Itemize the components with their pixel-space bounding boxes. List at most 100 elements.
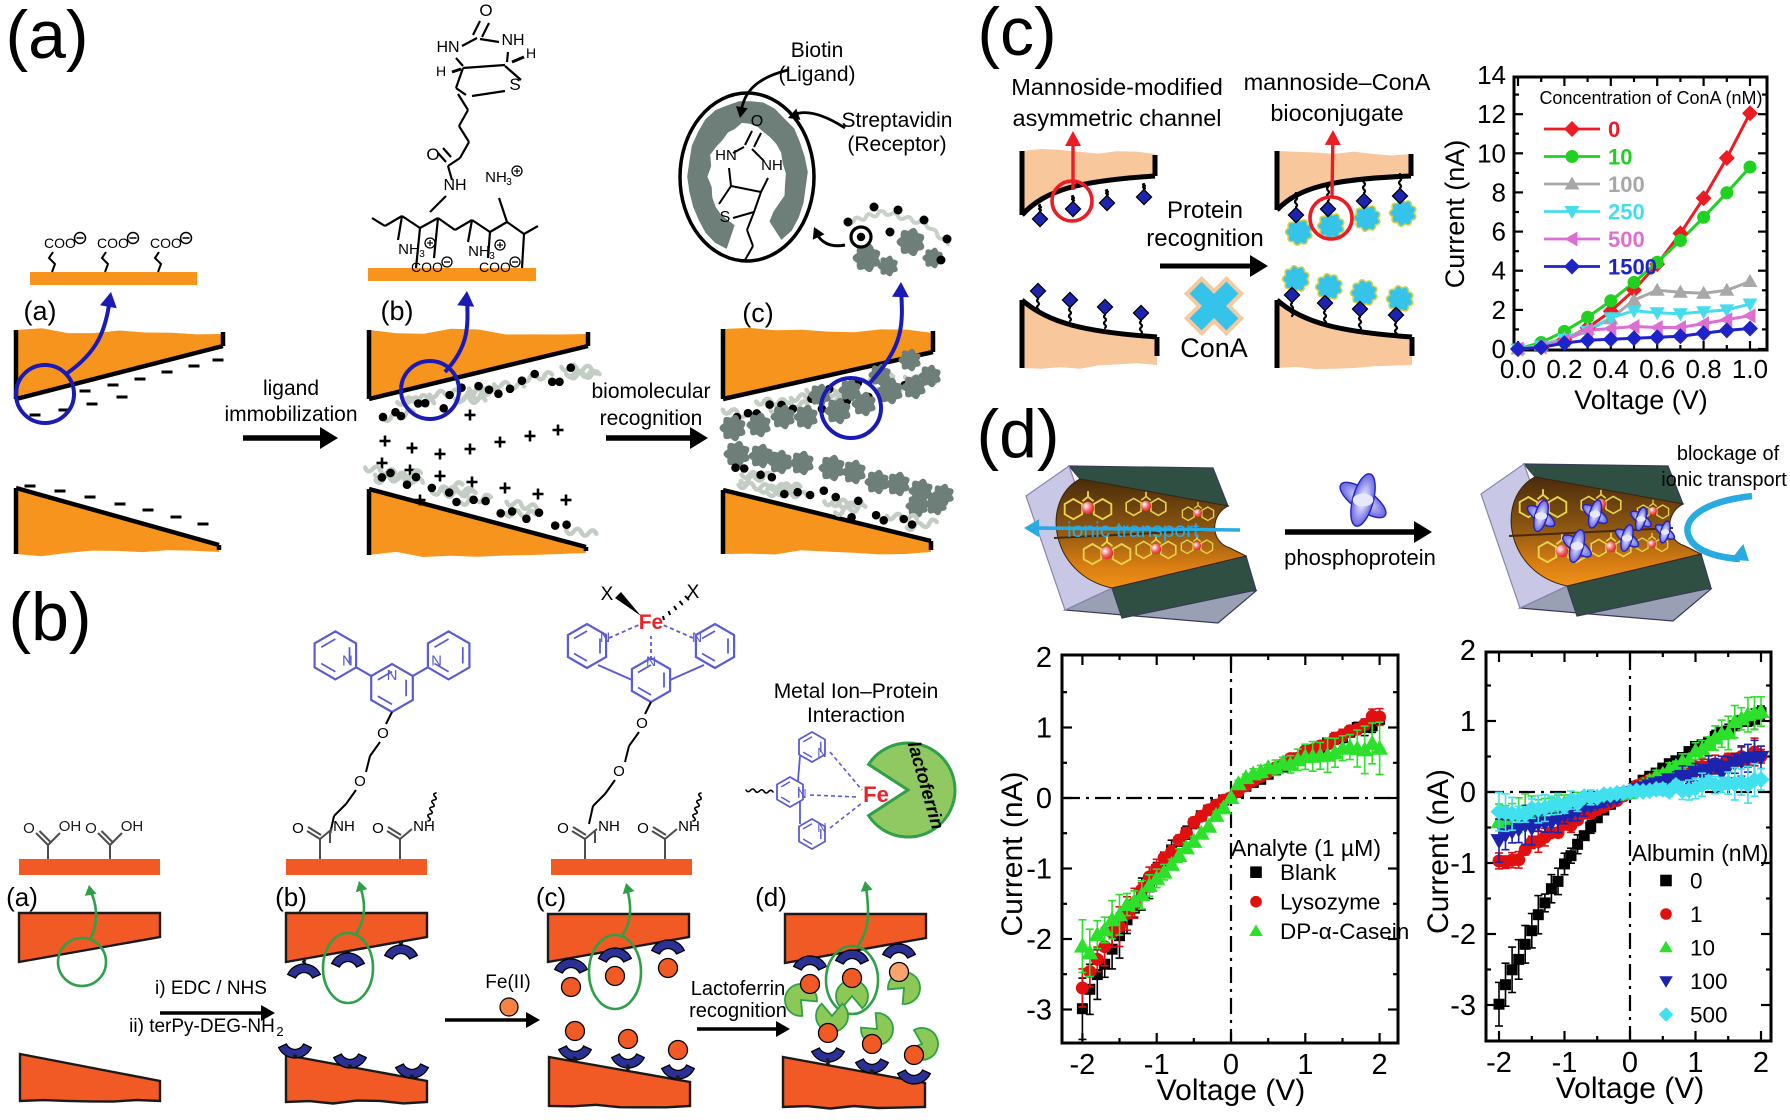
- svg-text:Interaction: Interaction: [807, 704, 905, 727]
- svg-text:4: 4: [1492, 256, 1506, 286]
- svg-text:2: 2: [1372, 1049, 1388, 1081]
- svg-text:N: N: [817, 745, 826, 760]
- svg-text:(d): (d): [976, 396, 1059, 472]
- svg-text:0: 0: [1223, 1049, 1239, 1081]
- svg-text:2: 2: [1753, 1047, 1769, 1079]
- svg-text:500: 500: [1608, 227, 1645, 252]
- svg-text:-2: -2: [1070, 1049, 1096, 1081]
- svg-text:Current (nA): Current (nA): [1440, 140, 1470, 289]
- svg-text:O: O: [479, 1, 492, 20]
- svg-text:(c): (c): [742, 298, 773, 328]
- svg-text:X: X: [687, 582, 700, 603]
- svg-text:O: O: [426, 145, 439, 164]
- svg-text:(b): (b): [381, 296, 414, 326]
- svg-text:Biotin: Biotin: [791, 39, 844, 62]
- svg-text:Fe(II): Fe(II): [485, 972, 530, 993]
- svg-text:O: O: [23, 820, 35, 837]
- svg-text:Mannoside-modified: Mannoside-modified: [1011, 74, 1223, 100]
- svg-text:mannoside–ConA: mannoside–ConA: [1244, 69, 1431, 95]
- svg-text:N: N: [646, 653, 656, 669]
- svg-text:1.0: 1.0: [1732, 354, 1768, 384]
- svg-text:NH: NH: [761, 157, 783, 174]
- svg-text:NH: NH: [485, 169, 507, 186]
- svg-text:Analyte (1 µM): Analyte (1 µM): [1231, 835, 1381, 861]
- svg-text:ConA: ConA: [1180, 333, 1248, 363]
- svg-text:O: O: [377, 725, 389, 742]
- svg-text:ionic transport: ionic transport: [1067, 519, 1199, 542]
- svg-text:Voltage (V): Voltage (V): [1556, 1072, 1704, 1105]
- svg-text:biomolecular: biomolecular: [591, 380, 710, 403]
- svg-text:3: 3: [506, 177, 512, 188]
- svg-text:H: H: [526, 45, 536, 61]
- svg-text:N: N: [342, 652, 353, 669]
- svg-text:2: 2: [1036, 642, 1052, 674]
- svg-text:0.8: 0.8: [1686, 354, 1722, 384]
- svg-text:blockage of: blockage of: [1677, 443, 1780, 465]
- svg-text:Lysozyme: Lysozyme: [1280, 890, 1380, 915]
- svg-text:-1: -1: [1450, 848, 1476, 880]
- svg-text:(Receptor): (Receptor): [847, 133, 946, 156]
- svg-text:O: O: [292, 820, 304, 837]
- svg-text:N: N: [797, 786, 806, 801]
- svg-text:1: 1: [1297, 1049, 1313, 1081]
- svg-text:1: 1: [1460, 706, 1476, 738]
- svg-text:Voltage (V): Voltage (V): [1574, 385, 1708, 415]
- svg-text:10: 10: [1477, 138, 1506, 168]
- svg-text:O: O: [636, 715, 648, 732]
- svg-text:NH: NH: [468, 243, 490, 260]
- svg-text:NH: NH: [501, 32, 524, 49]
- svg-text:COO: COO: [44, 235, 76, 251]
- svg-text:0: 0: [1460, 777, 1476, 809]
- svg-text:(c): (c): [977, 0, 1056, 70]
- svg-text:COO: COO: [97, 235, 129, 251]
- svg-text:Fe: Fe: [863, 782, 889, 807]
- svg-text:O: O: [354, 773, 366, 790]
- svg-text:3: 3: [419, 249, 425, 260]
- svg-text:(a): (a): [5, 0, 88, 73]
- svg-text:S: S: [509, 75, 520, 94]
- svg-text:NH: NH: [333, 818, 355, 835]
- svg-text:O: O: [557, 820, 569, 837]
- svg-text:ionic transport: ionic transport: [1661, 469, 1787, 491]
- svg-text:14: 14: [1477, 60, 1506, 90]
- svg-text:(d): (d): [755, 882, 787, 912]
- svg-text:1: 1: [1690, 902, 1703, 927]
- svg-text:asymmetric channel: asymmetric channel: [1013, 105, 1222, 131]
- svg-text:10: 10: [1690, 936, 1715, 961]
- svg-text:10: 10: [1608, 145, 1632, 170]
- svg-text:NH: NH: [398, 241, 420, 258]
- svg-text:-1: -1: [1144, 1049, 1170, 1081]
- svg-text:0: 0: [1690, 869, 1703, 894]
- svg-text:250: 250: [1608, 200, 1645, 225]
- svg-text:0.4: 0.4: [1593, 354, 1629, 384]
- svg-text:Fe: Fe: [639, 611, 664, 634]
- svg-text:Lactoferrin: Lactoferrin: [691, 978, 786, 1000]
- svg-text:ligand: ligand: [263, 377, 319, 400]
- svg-text:12: 12: [1477, 99, 1506, 129]
- svg-text:0: 0: [1608, 117, 1620, 142]
- svg-text:3: 3: [489, 251, 495, 262]
- svg-text:8: 8: [1492, 177, 1506, 207]
- svg-text:2: 2: [1460, 635, 1476, 667]
- svg-text:1500: 1500: [1608, 255, 1657, 280]
- svg-text:Voltage (V): Voltage (V): [1157, 1074, 1305, 1107]
- svg-text:(a): (a): [24, 296, 57, 326]
- svg-text:O: O: [372, 820, 384, 837]
- svg-text:Current (nA): Current (nA): [996, 771, 1029, 936]
- svg-text:0.6: 0.6: [1639, 354, 1675, 384]
- svg-text:NH: NH: [678, 818, 700, 835]
- svg-text:-1: -1: [1026, 854, 1052, 886]
- svg-text:O: O: [85, 820, 97, 837]
- svg-text:Protein: Protein: [1167, 197, 1243, 224]
- svg-text:NH: NH: [443, 177, 466, 194]
- svg-text:Blank: Blank: [1280, 860, 1337, 885]
- svg-text:(a): (a): [6, 882, 38, 912]
- svg-text:N: N: [817, 820, 826, 835]
- svg-text:(Ligand): (Ligand): [778, 63, 855, 86]
- svg-text:N: N: [692, 629, 702, 645]
- svg-text:recognition: recognition: [689, 1000, 787, 1022]
- svg-text:-2: -2: [1486, 1047, 1512, 1079]
- svg-text:DP-α-Casein: DP-α-Casein: [1280, 919, 1409, 944]
- svg-text:2: 2: [1492, 295, 1506, 325]
- svg-text:phosphoprotein: phosphoprotein: [1284, 545, 1436, 570]
